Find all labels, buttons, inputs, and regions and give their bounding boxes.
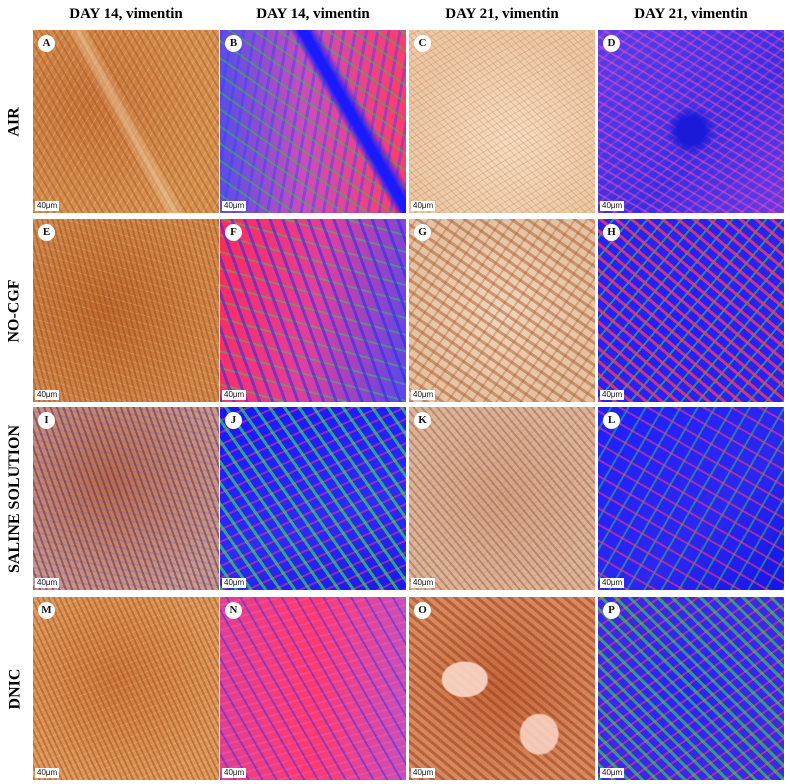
panel-letter: P <box>603 602 620 619</box>
panel-letter: N <box>225 602 242 619</box>
panel-letter: D <box>603 35 620 52</box>
scale-bar-label: 40μm <box>222 201 247 211</box>
panel-c-micrograph: C 40μm <box>409 30 595 213</box>
scale-bar-label: 40μm <box>222 768 247 778</box>
panel-letter: G <box>414 224 431 241</box>
scale-bar-label: 40μm <box>222 390 247 400</box>
panel-o-micrograph: O 40μm <box>409 597 595 780</box>
panel-letter: K <box>414 412 431 429</box>
scale-bar-label: 40μm <box>35 768 60 778</box>
scale-bar-label: 40μm <box>35 578 60 588</box>
panel-g-micrograph: G 40μm <box>409 219 595 402</box>
scale-bar-label: 40μm <box>600 201 625 211</box>
panel-p-pseudocolor-map: P 40μm <box>598 597 784 780</box>
panel-letter: H <box>603 224 620 241</box>
row-label-dnic: DNIC <box>6 668 24 709</box>
row-label-no-cgf: NO-CGF <box>6 278 24 343</box>
scale-bar-label: 40μm <box>411 390 436 400</box>
row-label-saline-solution: SALINE SOLUTION <box>6 424 24 573</box>
row-label-air: AIR <box>6 106 23 137</box>
panel-d-pseudocolor-map: D 40μm <box>598 30 784 213</box>
panel-letter: E <box>38 224 55 241</box>
scale-bar-label: 40μm <box>411 578 436 588</box>
panel-letter: M <box>38 602 55 619</box>
column-header-day21-pseudocolor: DAY 21, vimentin <box>634 6 748 22</box>
panel-letter: A <box>38 35 55 52</box>
column-header-day21-brightfield: DAY 21, vimentin <box>445 6 559 22</box>
panel-b-pseudocolor-map: B 40μm <box>220 30 406 213</box>
scale-bar-label: 40μm <box>411 201 436 211</box>
panel-f-pseudocolor-map: F 40μm <box>220 219 406 402</box>
scale-bar-label: 40μm <box>222 578 247 588</box>
panel-e-micrograph: E 40μm <box>33 219 219 402</box>
panel-l-pseudocolor-map: L 40μm <box>598 407 784 590</box>
scale-bar-label: 40μm <box>600 578 625 588</box>
panel-letter: F <box>225 224 242 241</box>
panel-i-micrograph: I 40μm <box>33 407 219 590</box>
scale-bar-label: 40μm <box>35 201 60 211</box>
column-header-day14-brightfield: DAY 14, vimentin <box>69 6 183 22</box>
panel-letter: J <box>225 412 242 429</box>
scale-bar-label: 40μm <box>411 768 436 778</box>
panel-letter: L <box>603 412 620 429</box>
scale-bar-label: 40μm <box>35 390 60 400</box>
panel-j-pseudocolor-map: J 40μm <box>220 407 406 590</box>
scale-bar-label: 40μm <box>600 390 625 400</box>
panel-m-micrograph: M 40μm <box>33 597 219 780</box>
panel-n-pseudocolor-map: N 40μm <box>220 597 406 780</box>
panel-k-micrograph: K 40μm <box>409 407 595 590</box>
panel-letter: I <box>38 412 55 429</box>
column-header-day14-pseudocolor: DAY 14, vimentin <box>256 6 370 22</box>
panel-letter: C <box>414 35 431 52</box>
panel-letter: B <box>225 35 242 52</box>
panel-a-micrograph: A 40μm <box>33 30 219 213</box>
panel-h-pseudocolor-map: H 40μm <box>598 219 784 402</box>
panel-letter: O <box>414 602 431 619</box>
scale-bar-label: 40μm <box>600 768 625 778</box>
